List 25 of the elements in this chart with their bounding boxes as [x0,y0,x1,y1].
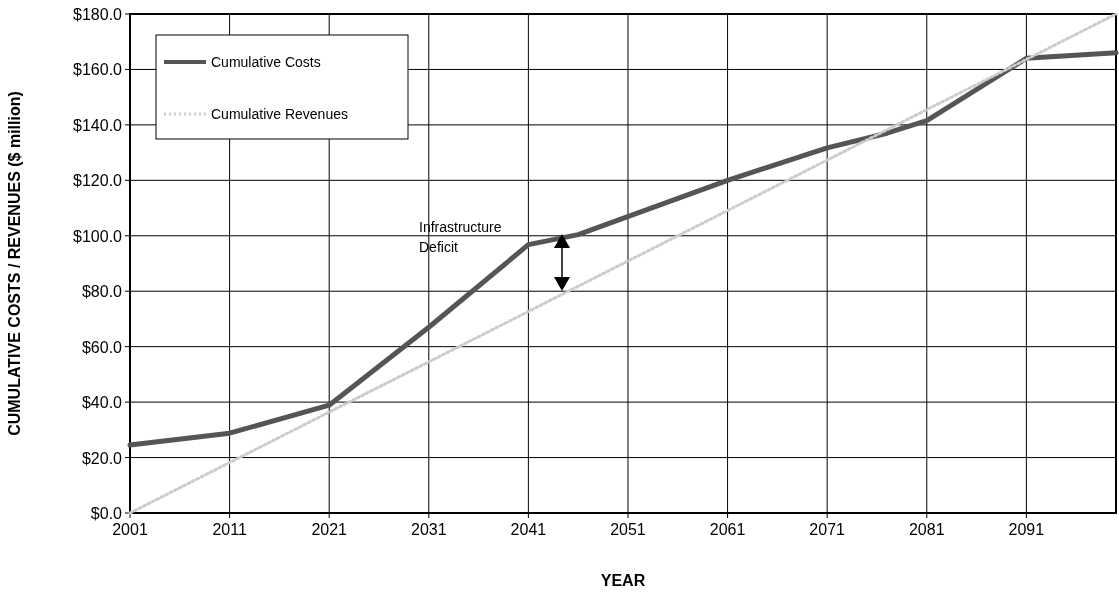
x-tick-label: 2031 [410,521,447,538]
y-tick-label: $140.0 [73,116,123,134]
x-tick-label: 2051 [610,521,646,538]
x-axis-title: YEAR [600,572,646,589]
y-tick-label: $60.0 [81,338,123,356]
y-tick-label: $40.0 [81,394,123,412]
legend-label: Cumulative Revenues [211,106,348,122]
y-tick-label: $100.0 [73,227,123,245]
y-tick-label: $120.0 [73,172,123,190]
x-tick-label: 2061 [709,521,746,538]
x-tick-label: 2081 [908,521,945,538]
legend-label: Cumulative Costs [211,54,321,70]
y-tick-label: $80.0 [81,283,123,301]
y-tick-label: $20.0 [81,449,123,467]
x-tick-label: 2021 [311,521,348,538]
line-series [128,12,1118,515]
y-tick-label: $160.0 [73,61,123,79]
x-tick-label: 2001 [112,521,148,538]
y-axis-title: CUMULATIVE COSTS / REVENUES ($ million) [6,91,23,436]
x-tick-label: 2091 [1008,521,1045,538]
x-tick-label: 2011 [212,521,247,538]
x-tick-label: 2041 [510,521,547,538]
x-tick-label: 2071 [809,521,846,538]
y-tick-label: $180.0 [73,6,123,23]
y-tick-label: $0.0 [90,505,123,522]
